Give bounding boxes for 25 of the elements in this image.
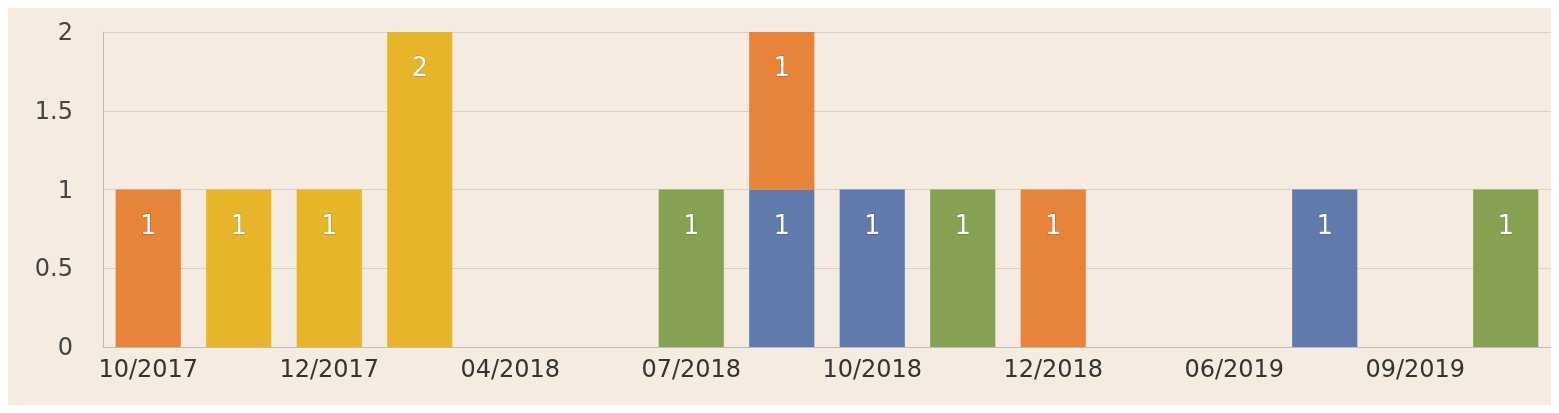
data-label: 1 bbox=[1316, 209, 1334, 240]
x-tick-label: 12/2017 bbox=[279, 355, 380, 383]
x-tick-label: 12/2018 bbox=[1003, 355, 1104, 383]
data-label: 1 bbox=[230, 209, 248, 240]
x-tick-label: 07/2018 bbox=[641, 355, 742, 383]
data-label: 1 bbox=[682, 209, 700, 240]
x-tick-label: 06/2019 bbox=[1184, 355, 1285, 383]
data-label: 1 bbox=[773, 209, 791, 240]
x-tick-label: 10/2018 bbox=[822, 355, 923, 383]
data-label: 1 bbox=[320, 209, 338, 240]
data-label: 1 bbox=[863, 209, 881, 240]
x-tick-label: 10/2017 bbox=[98, 355, 199, 383]
y-tick-label: 1 bbox=[57, 175, 73, 204]
data-label: 2 bbox=[411, 52, 429, 82]
data-label: 1 bbox=[139, 209, 157, 240]
y-tick-label: 1.5 bbox=[34, 96, 73, 125]
data-label: 1 bbox=[954, 209, 972, 240]
data-label: 1 bbox=[773, 52, 791, 82]
data-label: 1 bbox=[1497, 209, 1515, 240]
y-tick-label: 0.5 bbox=[34, 254, 73, 283]
x-tick-label: 04/2018 bbox=[460, 355, 561, 383]
x-tick-label: 09/2019 bbox=[1365, 355, 1466, 383]
data-label: 1 bbox=[1044, 209, 1062, 240]
y-tick-label: 2 bbox=[57, 18, 73, 46]
y-tick-label: 0 bbox=[57, 333, 73, 361]
